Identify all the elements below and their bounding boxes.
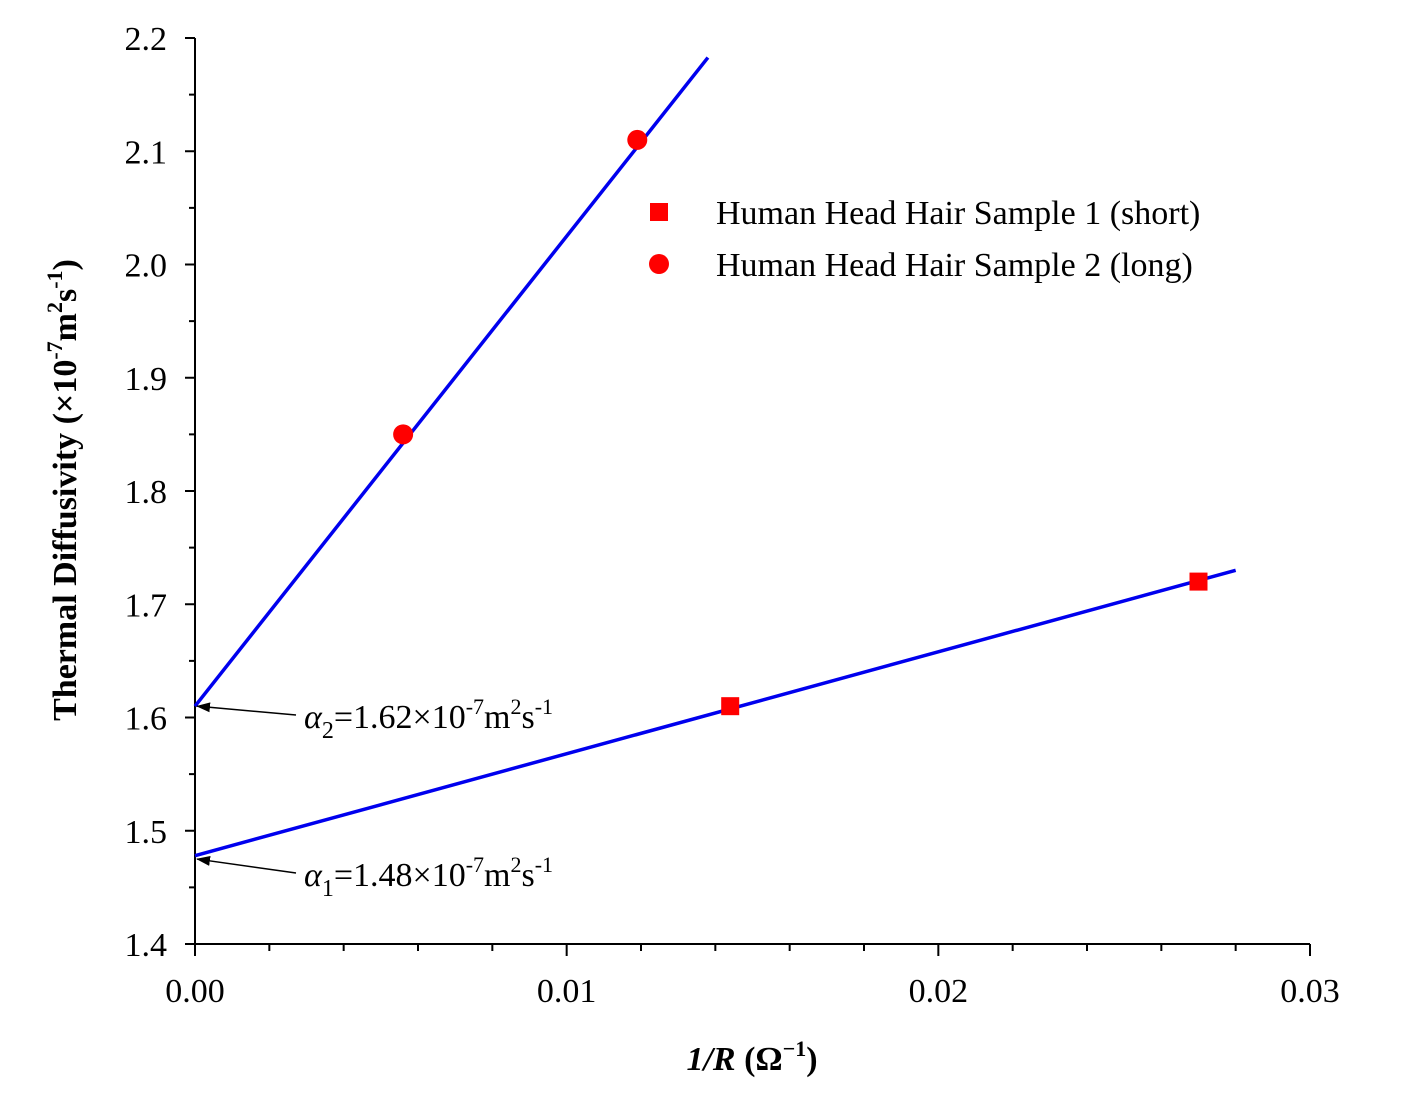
y-tick-label: 1.5 (125, 814, 168, 851)
legend-marker-square (650, 203, 668, 221)
legend-label: Human Head Hair Sample 1 (short) (716, 195, 1200, 232)
y-axis-title: Thermal Diffusivity (×10-7m2s-1) (42, 259, 84, 721)
fit-line-series-2 (193, 56, 710, 708)
fit-line-series-1 (194, 568, 1237, 858)
y-tick-label: 1.8 (125, 474, 168, 511)
x-tick-label: 0.01 (537, 973, 597, 1010)
data-point-series-2 (627, 129, 648, 150)
data-point-series-1 (1189, 572, 1208, 591)
annotation-arrow (196, 702, 297, 716)
legend-marker-circle (649, 254, 669, 274)
annotation-alpha1: α1=1.48×10-7m2s-1 (304, 852, 553, 902)
legend: Human Head Hair Sample 1 (short) Human He… (649, 195, 1200, 284)
data-point-series-2 (393, 424, 414, 445)
y-tick-label: 1.7 (125, 587, 168, 624)
legend-label: Human Head Hair Sample 2 (long) (716, 247, 1193, 284)
x-tick-label: 0.00 (165, 973, 225, 1010)
x-axis-ticks: 0.00 0.01 0.02 0.03 (165, 944, 1340, 1010)
annotation-alpha2: α2=1.62×10-7m2s-1 (304, 694, 553, 744)
data-point-series-1 (721, 697, 740, 716)
y-tick-label: 2.2 (125, 21, 168, 58)
y-tick-label: 1.4 (125, 927, 168, 964)
fit-lines (193, 56, 1237, 858)
y-axis-ticks: 1.4 1.5 1.6 1.7 1.8 1.9 2.0 2.1 2.2 (125, 21, 195, 964)
x-tick-label: 0.03 (1280, 973, 1340, 1010)
annotations: α2=1.62×10-7m2s-1 α1=1.48×10-7m2s-1 (196, 694, 553, 902)
y-tick-label: 2.1 (125, 134, 168, 171)
y-tick-label: 1.6 (125, 701, 168, 738)
x-axis-title: 1/R (Ω−1) (686, 1036, 817, 1078)
annotation-arrow (196, 855, 297, 874)
y-tick-label: 1.9 (125, 361, 168, 398)
data-points (393, 129, 1208, 716)
x-tick-label: 0.02 (909, 973, 969, 1010)
y-tick-label: 2.0 (125, 248, 168, 285)
